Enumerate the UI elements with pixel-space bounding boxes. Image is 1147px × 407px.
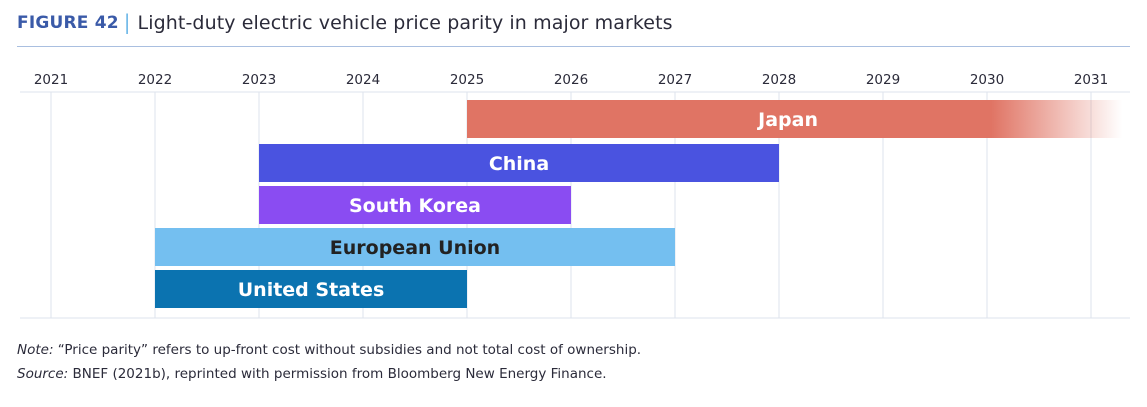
x-tick-label: 2026 (554, 72, 588, 88)
figure-label: FIGURE 42 (17, 13, 119, 33)
source-text: BNEF (2021b), reprinted with permission … (68, 366, 607, 382)
figure-separator: | (123, 10, 131, 34)
x-tick-label: 2021 (34, 72, 68, 88)
bar-label-south-korea: South Korea (349, 195, 481, 217)
x-tick-label: 2028 (762, 72, 796, 88)
bar-south-korea (259, 186, 571, 224)
bar-japan (467, 100, 1123, 138)
bar-china (259, 144, 779, 182)
note-label: Note: (17, 342, 54, 358)
x-tick-label: 2023 (242, 72, 276, 88)
notes-block: Note: “Price parity” refers to up-front … (17, 338, 641, 386)
x-tick-label: 2024 (346, 72, 380, 88)
bar-european-union (155, 228, 675, 266)
note-line: Note: “Price parity” refers to up-front … (17, 338, 641, 362)
bar-label-japan: Japan (756, 109, 818, 131)
source-label: Source: (17, 366, 69, 382)
bar-label-china: China (489, 153, 549, 175)
bar-label-united-states: United States (238, 279, 385, 301)
x-tick-label: 2022 (138, 72, 172, 88)
x-tick-label: 2025 (450, 72, 484, 88)
figure-title: Light-duty electric vehicle price parity… (137, 12, 673, 34)
x-tick-label: 2030 (970, 72, 1004, 88)
source-line: Source: BNEF (2021b), reprinted with per… (17, 362, 641, 386)
x-tick-label: 2031 (1074, 72, 1108, 88)
x-tick-label: 2029 (866, 72, 900, 88)
note-text: “Price parity” refers to up-front cost w… (53, 342, 642, 358)
price-parity-chart: 2021 2022 2023 2024 2025 2026 2027 2028 2029 2030… (20, 72, 1130, 319)
x-axis-ticks: 2021 2022 2023 2024 2025 2026 2027 2028 2029 2030… (34, 72, 1108, 88)
x-tick-label: 2027 (658, 72, 692, 88)
bar-label-european-union: European Union (330, 237, 500, 259)
bar-united-states (155, 270, 467, 308)
bars: Japan China South Korea European Union Unite… (155, 100, 1123, 308)
figure-header: FIGURE 42 | Light-duty electric vehicle … (17, 8, 673, 38)
header-divider (17, 46, 1130, 47)
